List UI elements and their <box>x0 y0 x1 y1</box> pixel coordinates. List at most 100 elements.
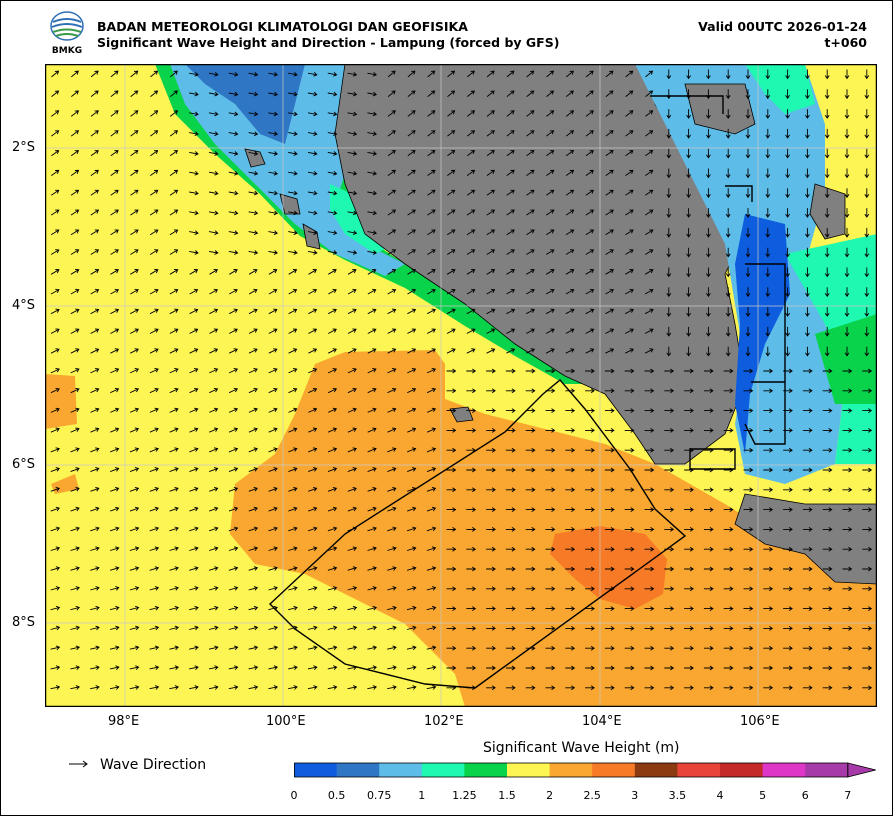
wave-arrow <box>625 130 634 137</box>
wave-arrow <box>367 665 377 671</box>
wave-arrow <box>666 326 672 337</box>
wave-arrow <box>50 229 60 236</box>
wave-arrow <box>644 566 655 572</box>
wave-arrow <box>169 586 179 591</box>
wave-arrow <box>526 169 535 176</box>
wave-arrow <box>248 546 259 551</box>
wave-arrow <box>327 625 338 631</box>
wave-arrow <box>149 645 160 651</box>
wave-arrow <box>347 111 358 117</box>
wave-arrow <box>765 168 771 179</box>
wave-arrow <box>624 665 635 671</box>
wave-arrow <box>407 130 416 137</box>
wave-arrow <box>526 110 535 117</box>
wave-arrow <box>763 626 774 631</box>
wave-arrow <box>625 110 634 117</box>
wave-arrow <box>268 111 279 117</box>
wave-arrow <box>367 467 377 473</box>
wave-arrow <box>486 527 496 532</box>
wave-arrow <box>566 70 574 78</box>
wave-arrow <box>248 625 259 631</box>
wave-arrow <box>743 507 754 512</box>
wave-arrow <box>327 605 338 611</box>
wave-arrow <box>723 368 734 374</box>
wave-arrow <box>307 170 318 176</box>
wave-arrow <box>327 427 338 433</box>
wave-arrow <box>725 208 731 218</box>
wave-arrow <box>129 328 139 334</box>
wave-arrow <box>447 110 456 117</box>
wave-arrow <box>824 287 830 298</box>
wave-arrow <box>644 348 654 354</box>
wave-arrow <box>387 308 397 315</box>
wave-arrow <box>110 407 120 413</box>
wave-arrow <box>228 348 238 354</box>
wave-arrow <box>70 427 80 433</box>
wave-arrow <box>664 408 675 413</box>
wave-arrow <box>347 250 358 255</box>
wave-arrow <box>506 328 516 334</box>
wave-arrow <box>466 328 476 334</box>
wave-arrow <box>268 190 279 196</box>
wave-arrow <box>150 189 159 196</box>
wave-arrow <box>90 348 100 354</box>
wave-arrow <box>446 428 457 433</box>
wave-arrow <box>347 170 358 176</box>
wave-arrow <box>783 566 793 572</box>
wave-arrow <box>763 586 774 592</box>
wave-arrow <box>288 447 298 453</box>
wave-arrow <box>644 368 655 374</box>
wave-arrow <box>268 170 279 176</box>
wave-arrow <box>169 130 179 137</box>
wave-arrow <box>743 447 754 453</box>
wave-arrow <box>347 308 357 315</box>
wave-arrow <box>446 209 456 216</box>
wave-arrow <box>703 408 714 413</box>
wave-arrow <box>110 150 119 157</box>
wave-arrow <box>288 427 298 433</box>
wave-arrow <box>189 111 199 117</box>
wave-arrow <box>525 566 536 572</box>
wave-arrow <box>347 368 357 374</box>
lon-tick-label: 102°E <box>424 714 464 729</box>
wave-arrow <box>367 111 378 117</box>
wave-arrow <box>644 269 654 275</box>
wave-arrow <box>248 131 259 137</box>
wave-arrow <box>426 526 437 532</box>
wave-arrow <box>50 605 61 611</box>
colorbar-level-label: 4 <box>716 789 724 802</box>
wave-arrow <box>228 427 239 433</box>
wave-arrow <box>447 70 456 78</box>
wave-arrow <box>110 467 120 473</box>
colorbar-level-label: 3.5 <box>668 789 687 802</box>
wave-arrow <box>248 348 258 354</box>
wave-arrow <box>565 606 576 611</box>
wave-arrow <box>745 346 751 357</box>
wave-arrow <box>703 428 714 433</box>
wave-arrow <box>785 227 790 238</box>
wave-arrow <box>50 447 60 453</box>
wave-arrow <box>783 487 793 493</box>
wave-arrow <box>426 368 437 374</box>
wave-arrow <box>844 267 850 278</box>
wave-arrow <box>703 645 714 651</box>
wave-arrow <box>506 90 515 97</box>
wave-arrow <box>129 566 140 571</box>
wave-arrow <box>307 586 318 591</box>
wave-arrow <box>288 526 298 532</box>
wave-arrow <box>426 506 437 512</box>
wave-arrow <box>805 69 810 80</box>
wave-arrow <box>565 328 575 334</box>
wave-arrow <box>842 606 853 611</box>
wave-arrow <box>407 70 416 78</box>
wave-arrow <box>387 130 396 137</box>
wave-arrow <box>824 208 830 218</box>
wave-arrow <box>367 190 378 196</box>
wave-arrow <box>765 307 771 317</box>
wave-arrow <box>822 368 833 374</box>
wave-arrow <box>525 507 536 512</box>
wave-arrow <box>308 348 318 354</box>
wave-arrow <box>765 188 771 199</box>
wave-arrow <box>545 665 556 671</box>
wave-arrow <box>228 447 239 453</box>
